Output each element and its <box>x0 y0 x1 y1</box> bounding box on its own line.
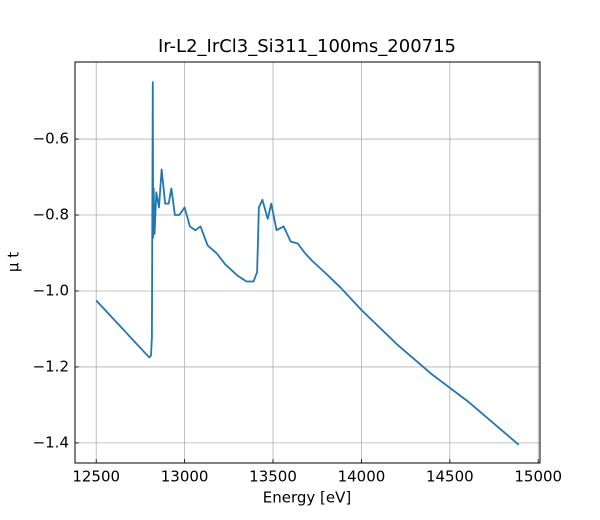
y-axis-label: μ t <box>5 252 23 272</box>
y-tick-label: −1.0 <box>33 281 69 299</box>
x-tick-label: 13000 <box>161 468 209 486</box>
x-tick-label: 15000 <box>514 468 562 486</box>
plot-frame <box>74 61 541 464</box>
x-tick-label: 12500 <box>72 468 120 486</box>
x-tick-label: 14000 <box>338 468 386 486</box>
x-tick-label: 13500 <box>249 468 297 486</box>
y-tick-label: −0.6 <box>33 130 69 148</box>
y-tick-label: −0.8 <box>33 206 69 224</box>
chart-title: Ir-L2_IrCl3_Si311_100ms_200715 <box>158 36 456 57</box>
x-axis-label: Energy [eV] <box>263 489 351 507</box>
y-tick-label: −1.2 <box>33 357 69 375</box>
data-line <box>95 81 520 446</box>
x-tick-label: 14500 <box>426 468 474 486</box>
y-tick-label: −1.4 <box>33 433 69 451</box>
